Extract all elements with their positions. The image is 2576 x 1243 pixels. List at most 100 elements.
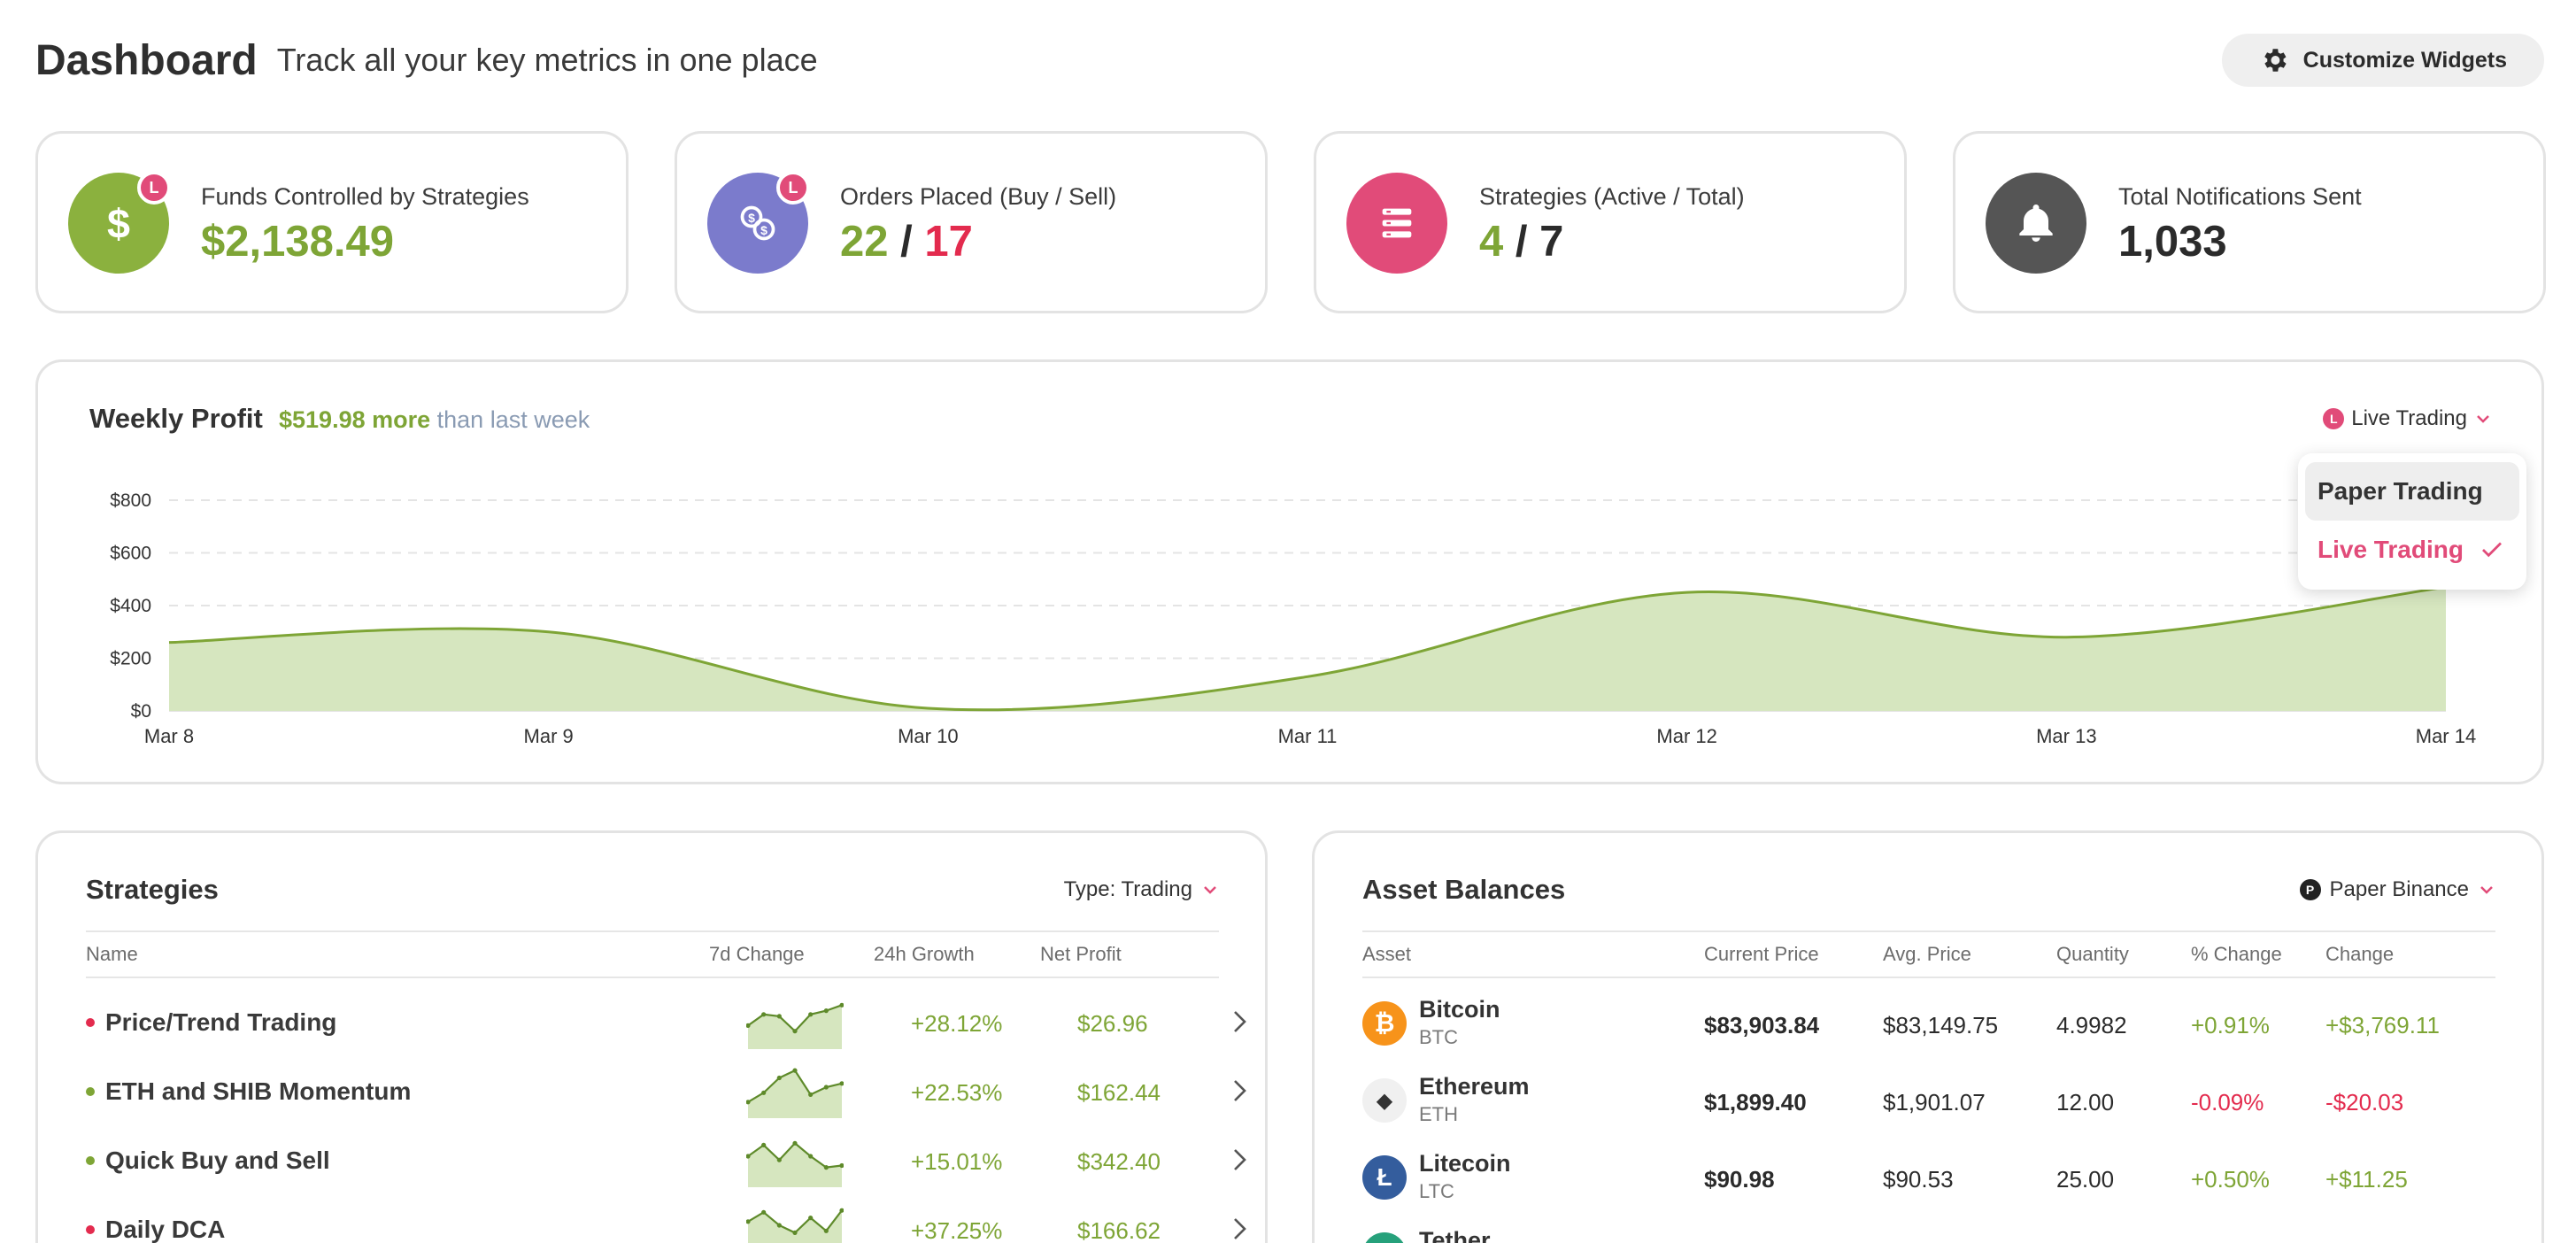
orders-label: Orders Placed (Buy / Sell) bbox=[840, 183, 1117, 210]
sparkline-point bbox=[792, 1029, 798, 1034]
sparkline-point bbox=[808, 1154, 814, 1159]
chevron-down-icon bbox=[2477, 415, 2489, 423]
asset-balances-card: Asset Balances P Paper Binance Asset Cur… bbox=[1312, 830, 2544, 1243]
sparkline-point bbox=[761, 1012, 767, 1017]
notifications-card: Total Notifications Sent 1,033 bbox=[1953, 131, 2546, 313]
column-header-net-profit: Net Profit bbox=[1040, 943, 1122, 965]
chevron-right-icon[interactable] bbox=[1228, 1145, 1251, 1175]
table-row[interactable]: ₿ Bitcoin BTC $83,903.84 $83,149.75 4.9982 +0.… bbox=[1362, 987, 2495, 1063]
asset-balances-title: Asset Balances bbox=[1362, 874, 1566, 905]
svg-text:$: $ bbox=[760, 223, 767, 237]
notifications-label: Total Notifications Sent bbox=[2118, 183, 2362, 210]
exchange-coins-icon: $ $ bbox=[740, 205, 775, 241]
y-tick-label: $200 bbox=[110, 649, 151, 669]
y-tick-label: $600 bbox=[110, 544, 151, 564]
strategies-active-count: 4 bbox=[1479, 218, 1504, 266]
orders-sell-count: 17 bbox=[924, 218, 973, 266]
table-row[interactable]: Price/Trend Trading +28.12% $26.96 bbox=[86, 989, 1246, 1058]
table-row[interactable]: Ł Litecoin LTC $90.98 $90.53 25.00 +0.50% +$11.… bbox=[1362, 1141, 2495, 1217]
sparkline-point bbox=[823, 1228, 829, 1233]
chevron-right-icon[interactable] bbox=[1228, 1214, 1251, 1243]
weekly-profit-comparison: $519.98 more than last week bbox=[279, 406, 590, 434]
trading-mode-selector[interactable]: L Live Trading bbox=[2323, 406, 2492, 431]
asset-name: Bitcoin bbox=[1419, 996, 1500, 1023]
sparkline-point bbox=[776, 1075, 782, 1081]
divider bbox=[1362, 977, 2495, 978]
strategies-stat-value: 4 / 7 bbox=[1479, 217, 1563, 266]
table-row[interactable]: Quick Buy and Sell +15.01% $342.40 bbox=[86, 1127, 1246, 1196]
column-header-pct-change: % Change bbox=[2191, 943, 2282, 965]
dropdown-option-live-trading[interactable]: Live Trading bbox=[2305, 521, 2519, 579]
strategy-type-filter[interactable]: Type: Trading bbox=[1064, 877, 1219, 902]
orders-separator: / bbox=[900, 218, 913, 266]
live-mode-badge: L bbox=[2323, 408, 2345, 429]
strategy-name: Price/Trend Trading bbox=[105, 1008, 337, 1036]
asset-symbol: LTC bbox=[1419, 1180, 1454, 1202]
asset-name: Litecoin bbox=[1419, 1150, 1511, 1177]
sparkline-point bbox=[792, 1230, 798, 1235]
strategies-icon-circle bbox=[1346, 173, 1447, 274]
divider bbox=[86, 977, 1219, 978]
orders-value: 22 / 17 bbox=[840, 217, 973, 266]
sparkline-point bbox=[746, 1219, 751, 1224]
sparkline-point bbox=[839, 1208, 844, 1213]
strategies-total-count: 7 bbox=[1539, 218, 1564, 266]
y-tick-label: $0 bbox=[131, 701, 151, 722]
column-header-change: Change bbox=[2325, 943, 2395, 965]
profit-area bbox=[169, 587, 2446, 711]
sparkline-point bbox=[839, 1002, 844, 1008]
strategies-card: Strategies Type: Trading Name 7d Change … bbox=[35, 830, 1268, 1243]
x-tick-label: Mar 8 bbox=[144, 725, 194, 747]
sparkline-point bbox=[823, 1165, 829, 1170]
pct-change: +0.50% bbox=[2191, 1166, 2270, 1193]
chevron-right-icon[interactable] bbox=[1228, 1076, 1251, 1106]
svg-text:$: $ bbox=[748, 211, 755, 225]
page-title: Dashboard bbox=[35, 36, 258, 84]
chevron-down-icon bbox=[2480, 886, 2493, 894]
change-value: -$20.03 bbox=[2325, 1089, 2404, 1116]
table-row[interactable]: ◆ Ethereum ETH $1,899.40 $1,901.07 12.00 -0.09… bbox=[1362, 1064, 2495, 1140]
current-price: $90.98 bbox=[1704, 1166, 1775, 1193]
weekly-profit-delta-suffix: than last week bbox=[436, 406, 590, 433]
bitcoin-icon: ₿ bbox=[1362, 1001, 1407, 1046]
strategy-name: ETH and SHIB Momentum bbox=[105, 1077, 412, 1105]
dollar-icon: $ bbox=[107, 200, 130, 246]
avg-price: $83,149.75 bbox=[1883, 1012, 1999, 1038]
notifications-icon-circle bbox=[1986, 173, 2086, 274]
column-header-24h-growth: 24h Growth bbox=[874, 943, 975, 965]
exchange-filter[interactable]: P Paper Binance bbox=[2299, 877, 2495, 902]
weekly-profit-chart: $0 $200 $400 $600 $800 Mar 8 Mar 9 Mar 10 Mar 11… bbox=[110, 490, 2476, 747]
asset-name: Tether bbox=[1419, 1227, 1491, 1243]
strategy-name: Daily DCA bbox=[105, 1216, 226, 1243]
table-row[interactable]: ₮TetherUSDT$1.00$1.003,504.10+0.00%+$0.0… bbox=[1362, 1218, 2495, 1243]
chevron-right-icon[interactable] bbox=[1228, 1007, 1251, 1037]
customize-widgets-button[interactable]: Customize Widgets bbox=[2221, 34, 2544, 87]
sparkline-point bbox=[808, 1216, 814, 1221]
orders-icon-circle: $ $ L bbox=[707, 171, 810, 274]
strategies-title: Strategies bbox=[86, 874, 219, 905]
sparkline-point bbox=[792, 1140, 798, 1146]
strategies-separator: / bbox=[1515, 218, 1528, 266]
x-tick-label: Mar 14 bbox=[2416, 725, 2476, 747]
coin-glyph: ₮ bbox=[1377, 1240, 1392, 1243]
current-price: $1,899.40 bbox=[1704, 1089, 1807, 1116]
status-dot bbox=[86, 1087, 95, 1096]
funds-value: $2,138.49 bbox=[201, 218, 394, 266]
customize-widgets-label: Customize Widgets bbox=[2302, 47, 2507, 73]
sparkline-point bbox=[746, 1154, 751, 1159]
x-tick-label: Mar 10 bbox=[898, 725, 958, 747]
coin-glyph: Ł bbox=[1377, 1163, 1392, 1191]
x-tick-label: Mar 12 bbox=[1656, 725, 1716, 747]
table-row[interactable]: ETH and SHIB Momentum +22.53% $162.44 bbox=[86, 1058, 1246, 1127]
bell-icon bbox=[2019, 205, 2053, 242]
sparkline-area bbox=[748, 1070, 842, 1118]
table-row[interactable]: Daily DCA +37.25% $166.62 bbox=[86, 1196, 1246, 1243]
strategies-stat-label: Strategies (Active / Total) bbox=[1479, 183, 1745, 210]
strategy-24h-growth: +15.01% bbox=[911, 1148, 1003, 1175]
sparkline-point bbox=[761, 1209, 767, 1215]
sparkline-point bbox=[776, 1223, 782, 1228]
pct-change: +0.91% bbox=[2191, 1012, 2270, 1038]
tether-icon: ₮ bbox=[1362, 1232, 1407, 1243]
dropdown-option-paper-trading[interactable]: Paper Trading bbox=[2305, 462, 2519, 521]
avg-price: $1,901.07 bbox=[1883, 1089, 1986, 1116]
